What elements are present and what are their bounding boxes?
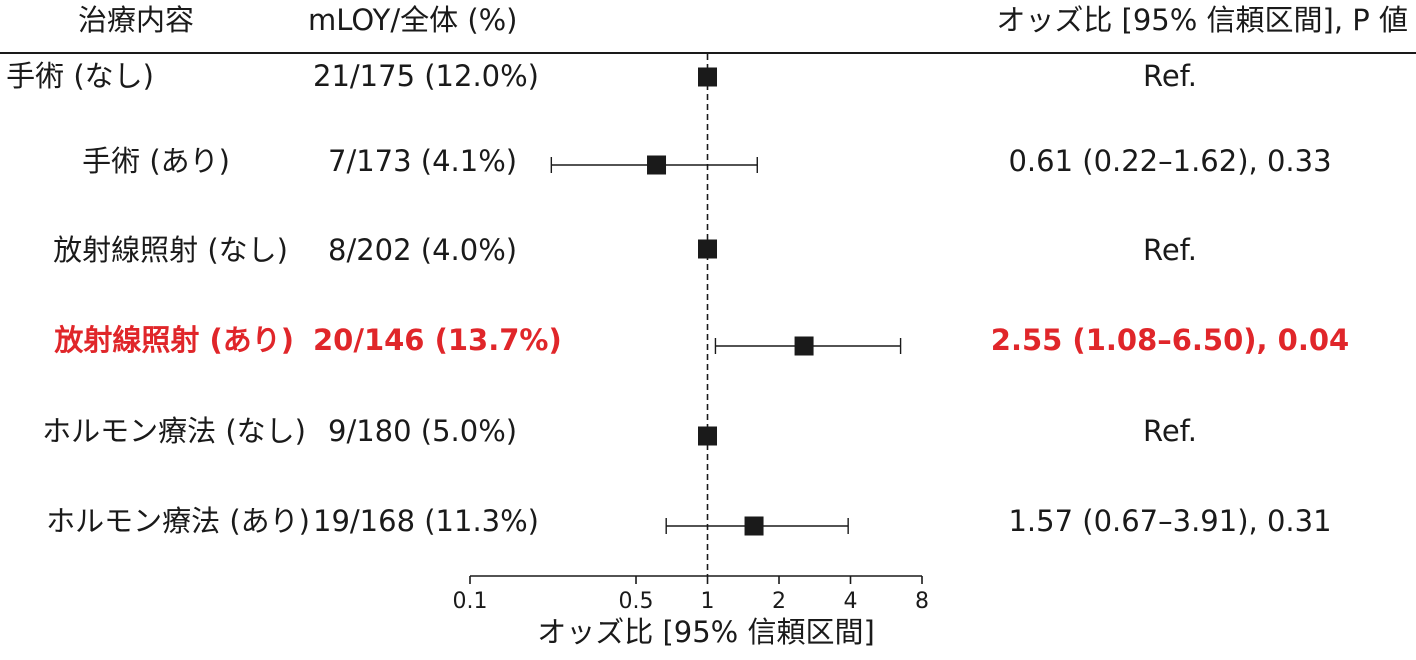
x-tick-label: 2 (772, 589, 786, 614)
row-counts: 7/173 (4.1%) (328, 144, 518, 178)
x-axis-title: オッズ比 [95% 信頼区間] (537, 615, 875, 649)
point-estimate (698, 67, 718, 87)
row-estimate: Ref. (1142, 414, 1198, 448)
point-estimate (698, 239, 718, 259)
x-tick-label: 4 (844, 589, 858, 614)
row-estimate: 2.55 (1.08–6.50), 0.04 (990, 323, 1350, 357)
point-estimate (744, 516, 764, 536)
row-label: ホルモン療法 (あり) (46, 504, 310, 538)
header-estimate: オッズ比 [95% 信頼区間], P 値 (996, 3, 1408, 37)
row-estimate: Ref. (1142, 233, 1198, 267)
row-counts: 21/175 (12.0%) (313, 59, 539, 93)
point-estimate (647, 155, 667, 175)
point-estimate (794, 336, 814, 356)
row-label: 手術 (あり) (82, 144, 230, 178)
row-label: 放射線照射 (なし) (53, 233, 288, 267)
point-estimate (698, 426, 718, 446)
x-tick-label: 1 (701, 589, 715, 614)
header-treatment: 治療内容 (78, 3, 195, 37)
row-label: ホルモン療法 (なし) (42, 414, 306, 448)
x-tick-label: 0.1 (453, 589, 488, 614)
row-estimate: 1.57 (0.67–3.91), 0.31 (1008, 504, 1332, 538)
row-label: 放射線照射 (あり) (54, 323, 294, 357)
row-label: 手術 (なし) (6, 59, 154, 93)
header-counts: mLOY/全体 (%) (308, 3, 518, 37)
row-counts: 8/202 (4.0%) (328, 233, 518, 267)
x-tick-label: 8 (915, 589, 929, 614)
row-estimate: Ref. (1142, 59, 1198, 93)
row-counts: 19/168 (11.3%) (313, 504, 539, 538)
row-estimate: 0.61 (0.22–1.62), 0.33 (1008, 144, 1332, 178)
header-divider (0, 52, 1416, 54)
row-counts: 9/180 (5.0%) (328, 414, 518, 448)
x-tick-label: 0.5 (619, 589, 654, 614)
row-counts: 20/146 (13.7%) (313, 323, 562, 357)
